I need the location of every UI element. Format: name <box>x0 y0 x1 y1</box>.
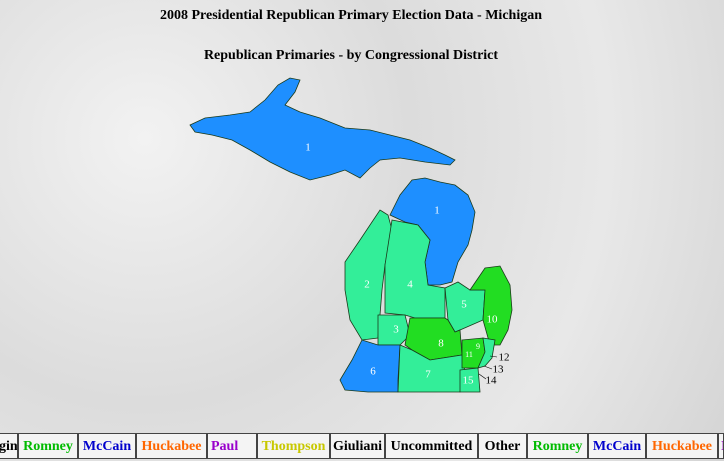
column-header: Uncommitted <box>385 433 478 459</box>
column-header: I <box>718 433 724 459</box>
district-label: 1 <box>434 205 440 217</box>
district-label: 11 <box>465 350 473 359</box>
district-label: 6 <box>370 366 376 378</box>
district-label: 13 <box>493 364 505 376</box>
leader-line <box>483 365 493 370</box>
leader-line <box>489 355 498 358</box>
district-label: 12 <box>499 352 510 364</box>
page-title: 2008 Presidential Republican Primary Ele… <box>160 8 542 23</box>
district-label: 7 <box>425 369 431 381</box>
column-header: Other <box>478 433 527 459</box>
district-shape <box>469 265 513 346</box>
column-header: McCain <box>78 433 136 459</box>
column-header: gin <box>0 433 18 459</box>
district-shape <box>459 367 481 393</box>
column-header: Paul <box>207 433 257 459</box>
district-shape <box>404 317 463 361</box>
district-label: 14 <box>486 375 498 387</box>
column-header: Romney <box>527 433 588 459</box>
column-header: Romney <box>18 433 78 459</box>
district-label: 1 <box>305 142 311 154</box>
district-shape <box>344 209 393 341</box>
page-subtitle: Republican Primaries - by Congressional … <box>203 48 499 63</box>
column-header: Thompson <box>257 433 330 459</box>
column-header: McCain <box>588 433 646 459</box>
district-shape <box>477 337 496 369</box>
district-label: 3 <box>393 324 399 336</box>
district-label: 9 <box>476 342 480 351</box>
district-label: 4 <box>407 279 413 291</box>
district-label: 10 <box>487 314 499 326</box>
leader-line <box>478 373 487 380</box>
district-shape <box>384 219 446 319</box>
district-label: 2 <box>364 279 370 291</box>
district-shape <box>377 314 411 346</box>
column-header: Giuliani <box>330 433 385 459</box>
column-header: Huckabee <box>646 433 718 459</box>
district-label: 5 <box>461 299 467 311</box>
district-shape <box>189 77 456 181</box>
district-shape <box>339 339 401 393</box>
district-label: 8 <box>438 338 444 350</box>
district-label: 15 <box>463 375 475 387</box>
column-header: Huckabee <box>136 433 207 459</box>
